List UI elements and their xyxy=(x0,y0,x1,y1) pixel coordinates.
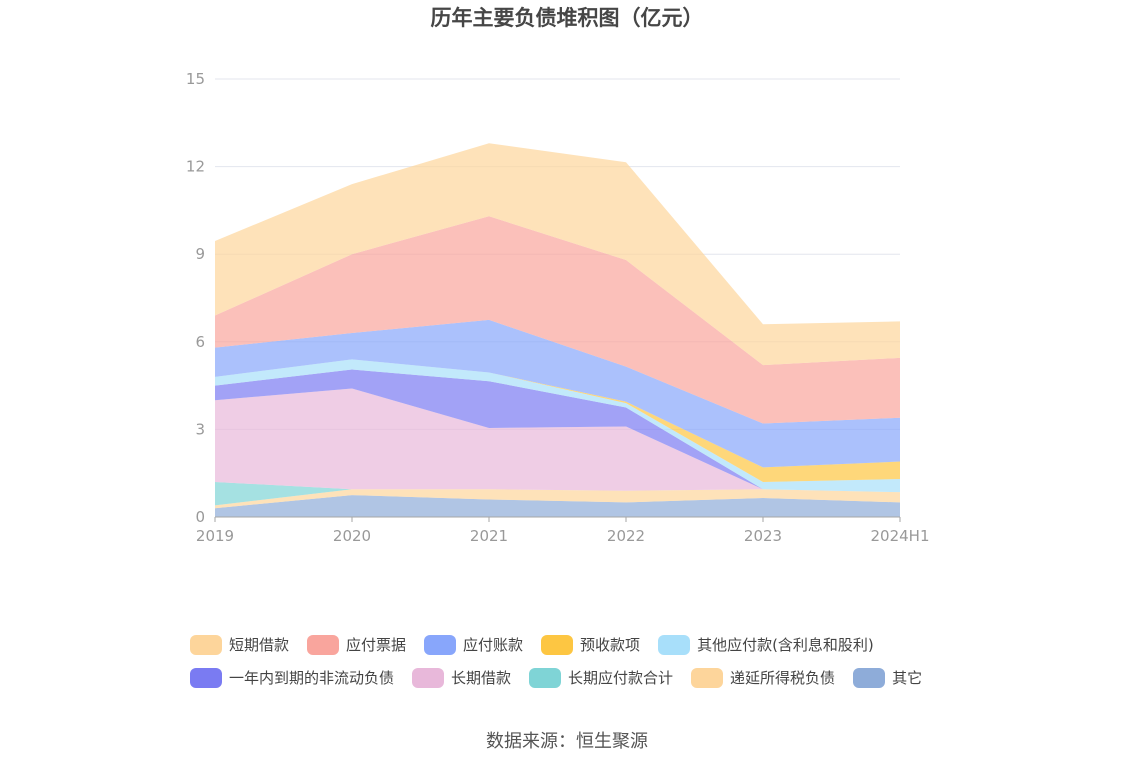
legend-label: 递延所得税负债 xyxy=(730,669,836,687)
legend-item[interactable]: 其它 xyxy=(853,667,922,688)
legend-swatch xyxy=(658,634,691,655)
legend-item[interactable]: 短期借款 xyxy=(190,634,289,655)
area-series-6 xyxy=(215,359,900,482)
y-tick-label: 9 xyxy=(195,245,205,263)
x-tick-label: 2024H1 xyxy=(871,527,930,545)
area-series-0 xyxy=(215,495,900,517)
legend-label: 短期借款 xyxy=(229,636,290,654)
y-tick-label: 0 xyxy=(195,508,205,526)
chart-legend: 短期借款 应付票据 应付账款 预收款项 其他应付款(含利息和股利) 一年内到期的非流动负… xyxy=(190,628,990,694)
y-tick-label: 12 xyxy=(186,158,205,176)
legend-swatch xyxy=(412,667,445,688)
legend-label: 其它 xyxy=(892,669,923,687)
y-tick-label: 6 xyxy=(195,333,205,351)
legend-swatch xyxy=(190,634,222,655)
stacked-area-chart: 0 3 6 9 12 15 2019 2020 2021 2022 2023 2024H1 xyxy=(186,70,930,545)
legend-label: 长期借款 xyxy=(451,669,512,687)
chart-title: 历年主要负债堆积图（亿元） xyxy=(430,6,704,30)
legend-swatch xyxy=(424,634,457,655)
legend-item[interactable]: 长期借款 xyxy=(412,667,511,688)
legend-item[interactable]: 其他应付款(含利息和股利) xyxy=(658,634,874,655)
legend-item[interactable]: 递延所得税负债 xyxy=(691,667,835,688)
legend-swatch xyxy=(691,667,724,688)
y-tick-label: 3 xyxy=(195,420,205,438)
y-tick-label: 15 xyxy=(186,70,205,88)
x-tick-label: 2023 xyxy=(744,527,782,545)
legend-row-1: 短期借款 应付票据 应付账款 预收款项 其他应付款(含利息和股利) xyxy=(190,628,990,661)
legend-label: 其他应付款(含利息和股利) xyxy=(697,636,874,654)
x-tick-label: 2021 xyxy=(470,527,508,545)
data-source: 数据来源：恒生聚源 xyxy=(486,731,648,752)
area-series-4 xyxy=(215,369,900,493)
x-tick-label: 2022 xyxy=(607,527,645,545)
legend-label: 长期应付款合计 xyxy=(568,669,674,687)
legend-item[interactable]: 应付票据 xyxy=(307,634,406,655)
legend-item[interactable]: 长期应付款合计 xyxy=(529,667,673,688)
area-series-8 xyxy=(215,216,900,424)
area-series-9 xyxy=(215,143,900,366)
legend-label: 应付票据 xyxy=(346,636,407,654)
area-series-1 xyxy=(215,489,900,509)
legend-row-2: 一年内到期的非流动负债 长期借款 长期应付款合计 递延所得税负债 其它 xyxy=(190,661,990,694)
area-series-3 xyxy=(215,388,900,493)
area-series-5 xyxy=(215,359,900,493)
legend-item[interactable]: 预收款项 xyxy=(541,634,640,655)
legend-swatch xyxy=(190,667,222,688)
legend-label: 一年内到期的非流动负债 xyxy=(229,669,395,687)
x-tick-label: 2019 xyxy=(196,527,234,545)
legend-item[interactable]: 一年内到期的非流动负债 xyxy=(190,667,394,688)
legend-label: 预收款项 xyxy=(580,636,641,654)
legend-label: 应付账款 xyxy=(463,636,524,654)
x-tick-label: 2020 xyxy=(333,527,371,545)
legend-swatch xyxy=(307,634,340,655)
legend-swatch xyxy=(541,634,574,655)
legend-swatch xyxy=(529,667,562,688)
area-series-7 xyxy=(215,319,900,468)
legend-item[interactable]: 应付账款 xyxy=(424,634,523,655)
legend-swatch xyxy=(853,667,886,688)
